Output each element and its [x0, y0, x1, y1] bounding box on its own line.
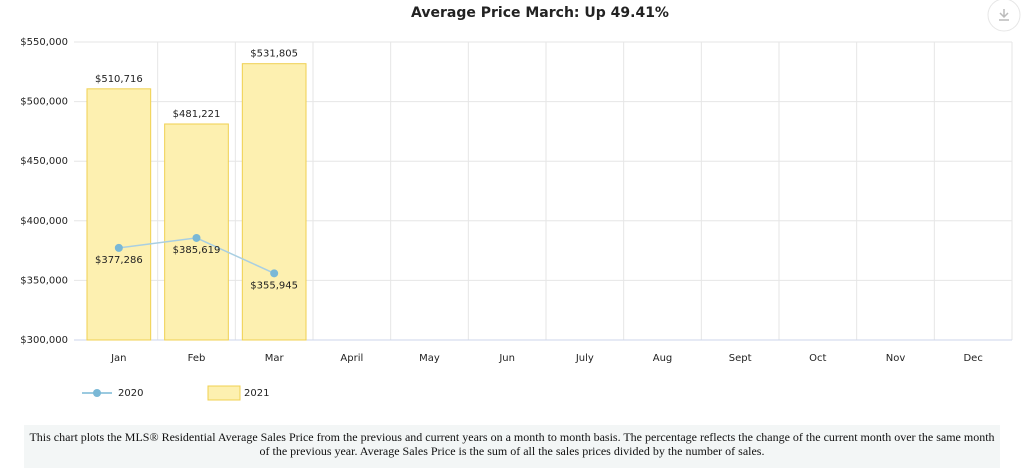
x-tick-label: Aug	[653, 353, 673, 364]
x-tick-label: Sept	[729, 353, 752, 364]
legend-swatch	[207, 385, 241, 401]
point	[192, 233, 201, 242]
y-tick-label: $350,000	[20, 275, 68, 286]
legend-label: 2020	[118, 388, 143, 399]
data-label: $385,619	[173, 245, 221, 256]
download-button[interactable]	[987, 0, 1021, 32]
x-tick-label: Feb	[188, 353, 206, 364]
x-tick-label: Mar	[265, 353, 285, 364]
bar	[164, 123, 229, 341]
x-tick-label: Dec	[963, 353, 982, 364]
x-tick-label: Jun	[498, 353, 515, 364]
data-label: $481,221	[173, 109, 221, 120]
data-label: $510,716	[95, 74, 143, 85]
x-tick-label: July	[575, 353, 594, 364]
x-tick-label: Nov	[886, 353, 906, 364]
data-label: $531,805	[250, 49, 298, 60]
bar	[241, 63, 307, 341]
y-tick-label: $450,000	[20, 156, 68, 167]
x-tick-label: Jan	[110, 353, 126, 364]
point	[270, 269, 279, 278]
x-tick-label: April	[340, 353, 363, 364]
data-label: $377,286	[95, 255, 143, 266]
bar	[86, 88, 152, 341]
chart: Average Price March: Up 49.41% $300,000 $…	[20, 0, 1021, 401]
data-label: $355,945	[250, 280, 298, 291]
x-tick-label: May	[419, 353, 440, 364]
y-tick-label: $500,000	[20, 97, 68, 108]
y-tick-label: $550,000	[20, 37, 68, 48]
caption: This chart plots the MLS® Residential Av…	[24, 425, 1000, 468]
chart-title: Average Price March: Up 49.41%	[411, 5, 669, 21]
legend-label: 2021	[244, 388, 269, 399]
point	[114, 243, 123, 252]
x-tick-label: Oct	[809, 353, 826, 364]
y-tick-label: $400,000	[20, 216, 68, 227]
y-tick-label: $300,000	[20, 335, 68, 346]
legend-marker	[93, 389, 101, 397]
